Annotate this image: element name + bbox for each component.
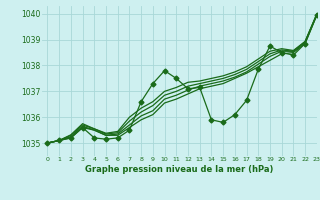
X-axis label: Graphe pression niveau de la mer (hPa): Graphe pression niveau de la mer (hPa)	[85, 165, 273, 174]
